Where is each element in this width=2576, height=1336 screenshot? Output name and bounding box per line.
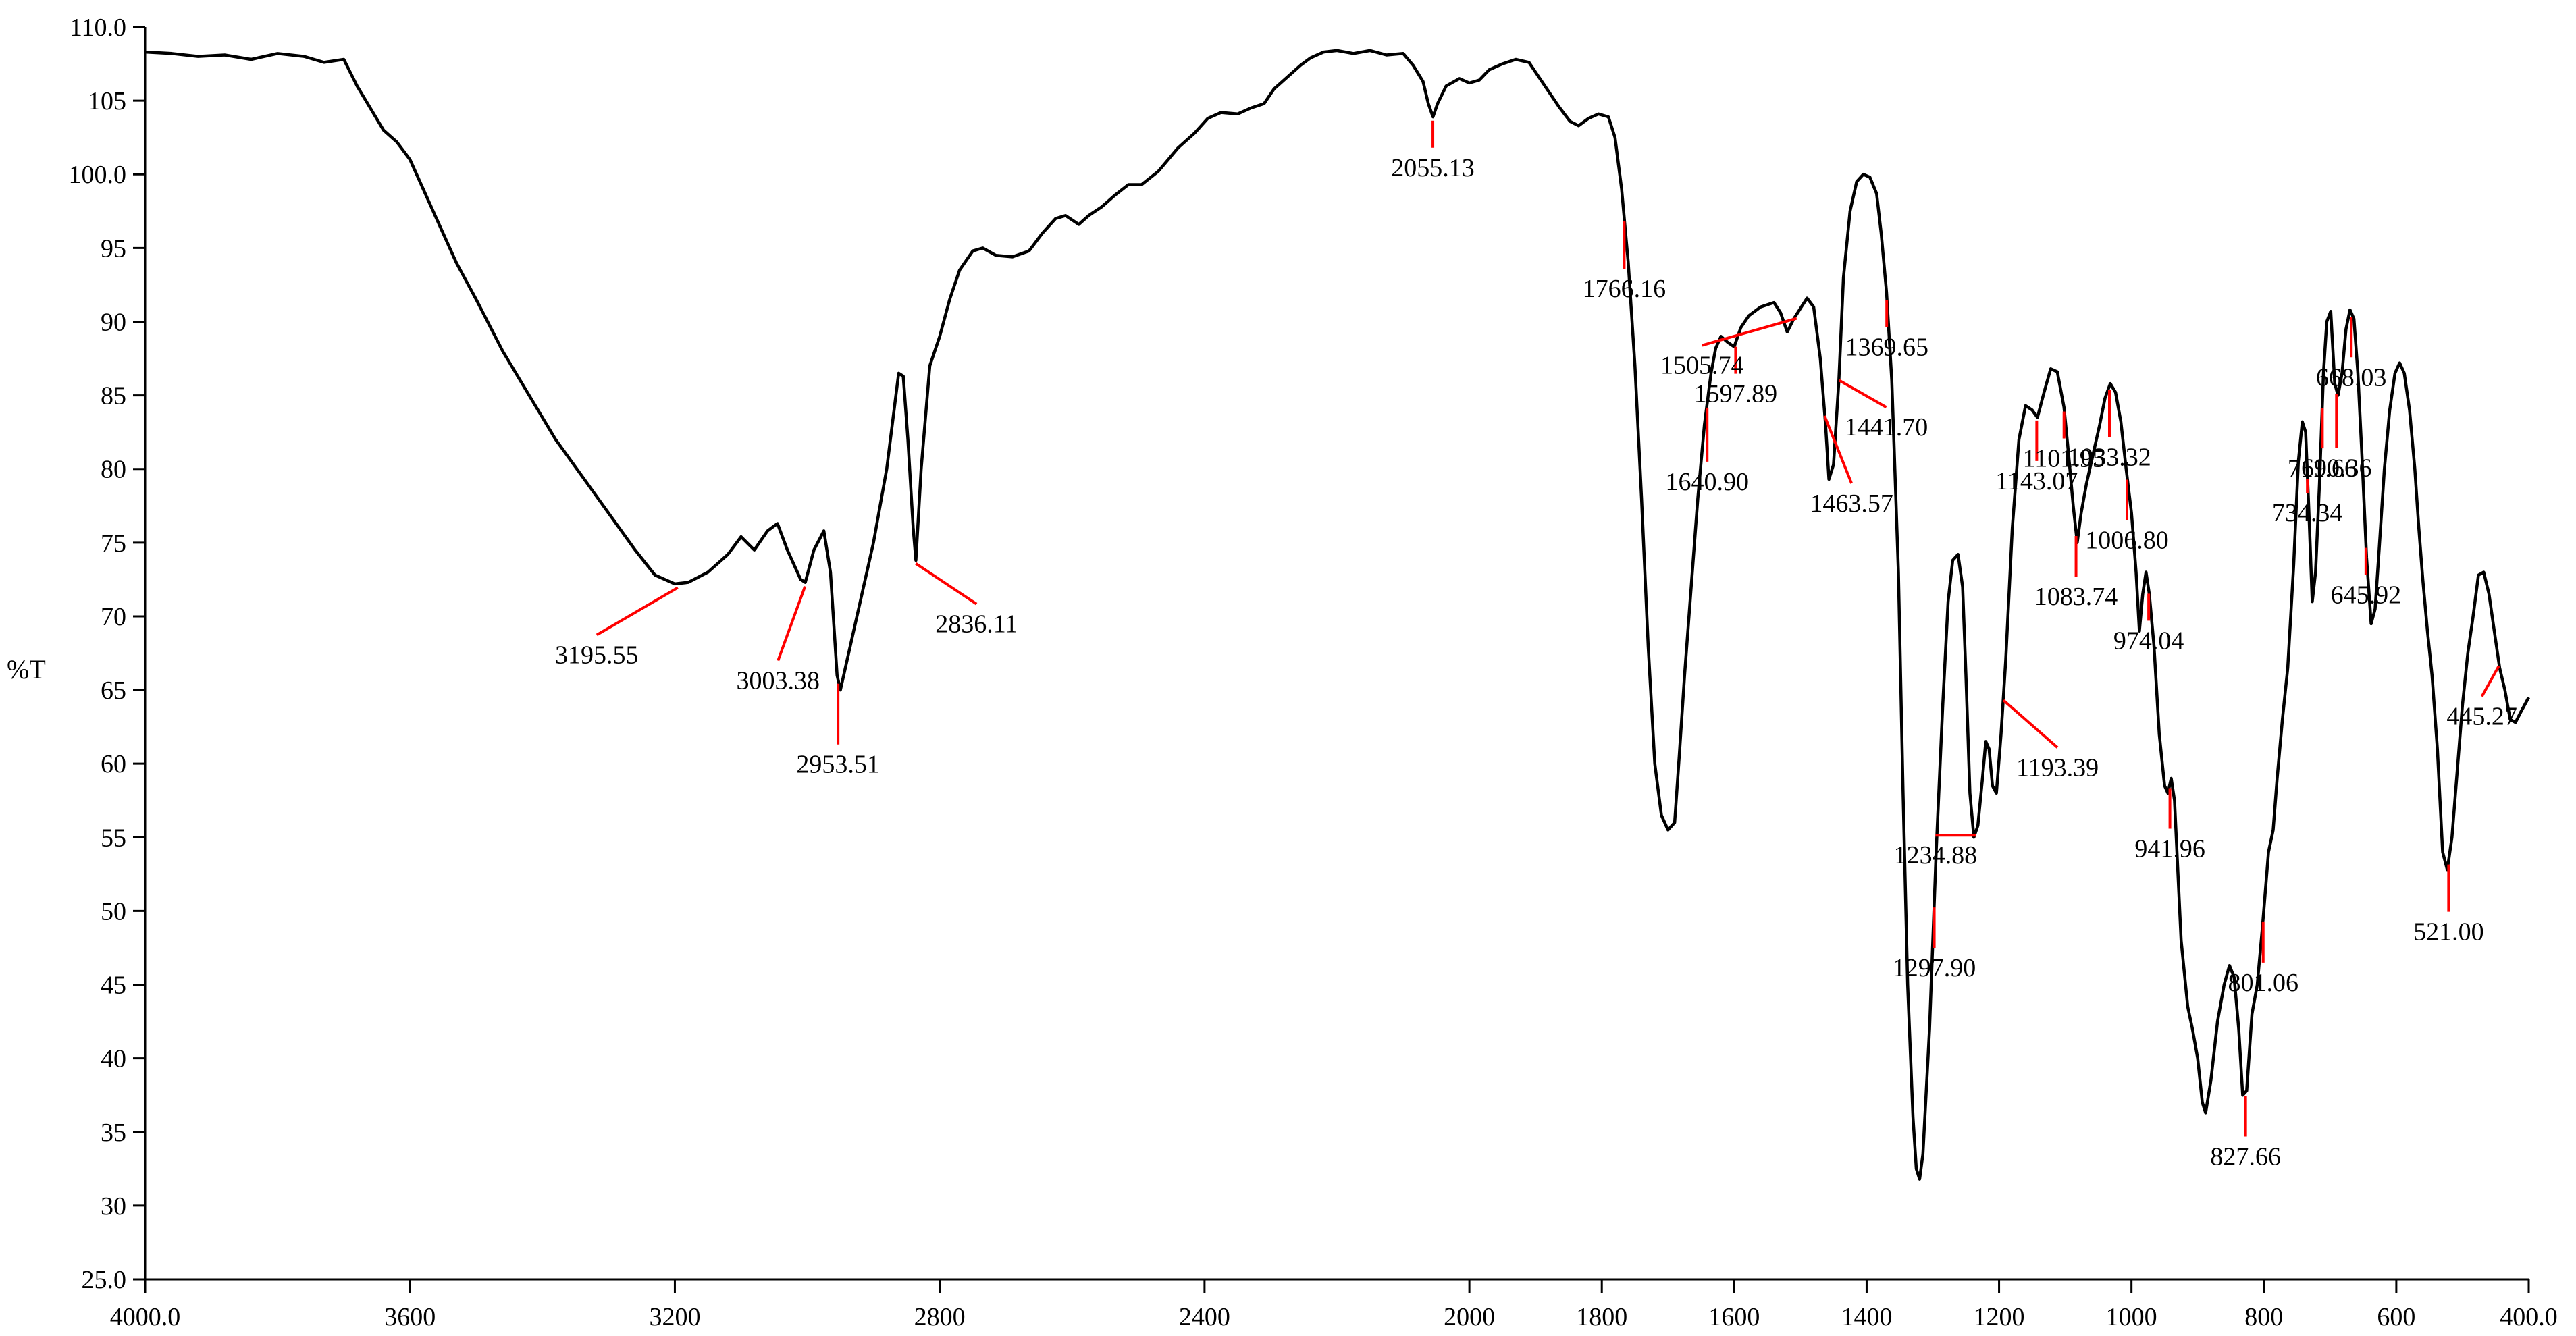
- peak-label: 521.00: [2413, 918, 2484, 946]
- peak-label: 1101.95: [2023, 445, 2105, 473]
- peak-label: 1083.74: [2034, 583, 2118, 611]
- peak-label: 690.36: [2301, 454, 2372, 482]
- y-tick-label: 30: [101, 1192, 126, 1221]
- x-tick-label: 4000.0: [110, 1303, 181, 1331]
- y-axis-label: %T: [7, 654, 46, 685]
- peak-label: 1640.90: [1665, 468, 1749, 496]
- y-tick-label: 80: [101, 456, 126, 484]
- peak-label: 1766.16: [1583, 275, 1666, 303]
- peak-label: 445.27: [2446, 703, 2517, 731]
- peak-label: 1505.74: [1660, 352, 1744, 380]
- y-tick-label: 65: [101, 676, 126, 705]
- peak-marker: [1823, 415, 1853, 484]
- x-tick-label: 1600: [1708, 1303, 1760, 1331]
- y-tick-label: 110.0: [70, 14, 126, 42]
- x-tick-label: 1400: [1841, 1303, 1892, 1331]
- peak-label: 3195.55: [555, 641, 639, 669]
- x-tick-label: 800: [2244, 1303, 2283, 1331]
- peak-marker: [1702, 317, 1797, 347]
- peak-label: 1234.88: [1894, 841, 1978, 870]
- peak-label: 1463.57: [1810, 489, 1893, 518]
- x-tick-label: 3200: [649, 1303, 700, 1331]
- peak-label: 941.96: [2134, 835, 2205, 863]
- peak-label: 1441.70: [1845, 413, 1928, 442]
- peak-marker: [2002, 699, 2059, 749]
- peak-label: 801.06: [2228, 969, 2298, 997]
- x-tick-label: 400.0: [2500, 1303, 2558, 1331]
- peak-label: 1143.07: [1995, 467, 2078, 496]
- peak-annotations: 3195.55 3003.38 2953.51 2836.11 2055.13 1766.…: [555, 120, 2517, 1171]
- y-tick-label: 45: [101, 971, 126, 1000]
- peak-label: 1369.65: [1845, 333, 1928, 362]
- peak-label: 2953.51: [796, 751, 880, 779]
- x-tick-label: 2000: [1444, 1303, 1495, 1331]
- peak-label: 3003.38: [736, 667, 820, 695]
- peak-label: 711.66: [2288, 454, 2357, 483]
- y-tick-label: 40: [101, 1045, 126, 1073]
- peak-label: 668.03: [2316, 363, 2387, 392]
- y-tick-label: 50: [101, 897, 126, 926]
- y-tick-label: 75: [101, 529, 126, 558]
- peak-label: 1597.89: [1694, 380, 1778, 408]
- peak-label: 1297.90: [1893, 954, 1976, 982]
- peak-label: 645.92: [2331, 581, 2402, 610]
- x-tick-label: 600: [2377, 1303, 2415, 1331]
- x-tick-label: 2400: [1179, 1303, 1230, 1331]
- x-tick-label: 1000: [2106, 1303, 2157, 1331]
- ticks: 110.0 105 100.0 95 90 85 80 75 70 65 60 55 50 45 40 35 3…: [69, 14, 2558, 1331]
- peak-marker: [596, 586, 679, 637]
- y-tick-label: 95: [101, 234, 126, 263]
- peak-label: 1193.39: [2016, 753, 2099, 782]
- y-tick-label: 70: [101, 603, 126, 631]
- peak-label: 2055.13: [1391, 154, 1475, 182]
- peak-label: 734.34: [2272, 499, 2343, 527]
- x-tick-label: 3600: [384, 1303, 436, 1331]
- peak-label: 2836.11: [935, 610, 1018, 639]
- y-tick-label: 85: [101, 382, 126, 410]
- peak-marker: [915, 562, 978, 606]
- y-tick-label: 105: [88, 87, 126, 115]
- y-tick-label: 35: [101, 1119, 126, 1147]
- x-tick-label: 1200: [1974, 1303, 2025, 1331]
- y-tick-label: 100.0: [69, 161, 127, 189]
- peak-label: 1006.80: [2085, 527, 2169, 555]
- y-tick-label: 55: [101, 824, 126, 852]
- peak-label: 827.66: [2210, 1142, 2281, 1171]
- spectrum-line: [144, 49, 2530, 1181]
- x-tick-label: 2800: [914, 1303, 966, 1331]
- y-tick-label: 25.0: [82, 1266, 127, 1294]
- peak-marker: [777, 585, 807, 662]
- peak-marker: [1838, 379, 1887, 408]
- peak-marker: [2480, 665, 2500, 697]
- x-tick-label: 1800: [1576, 1303, 1627, 1331]
- peak-label: 974.04: [2113, 626, 2184, 655]
- y-tick-label: 60: [101, 750, 126, 778]
- y-tick-label: 90: [101, 308, 126, 336]
- peak-label: 1033.32: [2068, 444, 2151, 472]
